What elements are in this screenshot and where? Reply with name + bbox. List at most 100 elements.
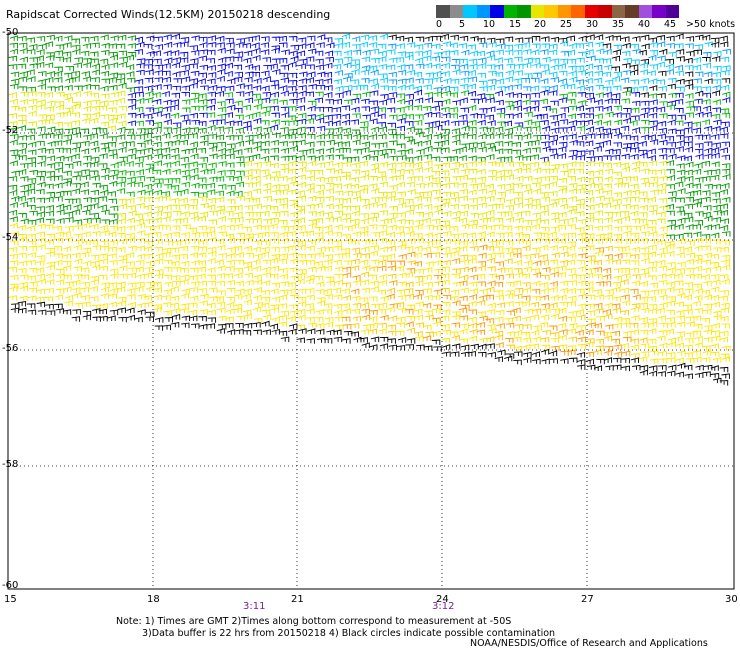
wind-barb	[207, 317, 217, 323]
wind-barb	[270, 155, 279, 161]
wind-barb	[182, 224, 191, 230]
wind-barb	[575, 141, 585, 147]
wind-barb	[324, 254, 333, 260]
wind-barb	[369, 309, 378, 316]
wind-barb	[675, 357, 684, 364]
wind-barb	[612, 85, 622, 91]
wind-barb	[180, 267, 189, 274]
wind-barb	[379, 273, 388, 280]
wind-barb	[109, 205, 119, 212]
wind-barb	[559, 280, 569, 287]
wind-barb	[441, 63, 450, 69]
wind-barb	[622, 42, 631, 49]
wind-barb	[684, 344, 693, 351]
wind-barb	[486, 84, 496, 91]
wind-barb	[720, 290, 730, 296]
wind-barb	[316, 42, 325, 48]
wind-barb	[722, 91, 731, 98]
wind-barb	[720, 246, 729, 253]
wind-barb	[575, 168, 585, 175]
wind-barb	[515, 238, 524, 244]
wind-barb	[253, 224, 262, 230]
wind-barb	[235, 216, 244, 223]
wind-barb	[648, 328, 657, 334]
wind-barb	[126, 225, 136, 231]
wind-barb	[512, 337, 522, 343]
wind-barb	[712, 216, 721, 223]
wind-barb	[557, 152, 567, 159]
wind-barb	[557, 112, 566, 119]
wind-barb	[441, 71, 450, 77]
wind-barb	[351, 129, 361, 135]
wind-barb	[243, 84, 253, 90]
wind-barb	[361, 203, 371, 210]
wind-barb	[611, 128, 620, 134]
wind-barb	[89, 170, 99, 176]
wind-barb	[53, 245, 62, 252]
wind-barb	[433, 259, 443, 266]
wind-barb	[315, 154, 324, 161]
wind-barb	[29, 169, 38, 176]
wind-barb	[585, 216, 595, 223]
wind-barb	[479, 315, 488, 322]
wind-barb	[226, 280, 235, 286]
wind-barb	[119, 265, 128, 271]
wind-barb	[621, 299, 631, 306]
wind-barb	[37, 161, 46, 167]
wind-barb	[225, 316, 234, 322]
wind-barb	[630, 147, 640, 153]
wind-barb	[145, 120, 154, 126]
wind-barb	[577, 92, 587, 98]
wind-barb	[44, 296, 53, 302]
wind-barb	[695, 34, 704, 41]
wind-barb	[631, 127, 641, 133]
wind-barb	[289, 91, 298, 98]
wind-barb	[576, 150, 586, 156]
wind-barb	[659, 101, 668, 107]
wind-barb	[190, 127, 199, 133]
wind-barb	[197, 266, 206, 273]
wind-barb	[244, 63, 254, 70]
wind-barb	[55, 308, 65, 314]
wind-barb	[253, 287, 262, 293]
wind-barb	[154, 205, 163, 212]
wind-barb	[433, 91, 442, 97]
wind-barb	[396, 231, 405, 237]
wind-barb	[557, 272, 566, 278]
wind-barb	[667, 337, 676, 344]
wind-barb	[180, 36, 190, 43]
wind-barb	[54, 294, 63, 300]
wind-barb	[398, 78, 407, 85]
wind-barb	[296, 190, 305, 196]
wind-barb	[611, 330, 620, 337]
wind-barb	[621, 50, 631, 57]
wind-barb	[233, 76, 243, 83]
wind-barb	[701, 289, 711, 296]
wind-barb	[271, 170, 281, 177]
wind-barb	[116, 134, 126, 140]
wind-barb	[153, 189, 162, 196]
wind-barb	[215, 209, 225, 215]
wind-barb	[107, 315, 116, 321]
wind-barb	[432, 308, 441, 314]
wind-barb	[269, 98, 279, 105]
wind-barb	[351, 162, 361, 168]
wind-barb	[585, 245, 595, 251]
wind-barb	[694, 372, 704, 378]
wind-barb	[587, 268, 596, 274]
wind-barb	[378, 224, 388, 231]
wind-barb	[468, 58, 478, 65]
wind-barb	[576, 57, 585, 64]
wind-barb	[335, 92, 344, 99]
wind-barb	[603, 64, 613, 71]
wind-barb	[629, 135, 639, 141]
wind-barb	[468, 127, 477, 133]
wind-barb	[702, 105, 712, 112]
wind-barb	[585, 233, 595, 239]
wind-barb	[92, 127, 101, 133]
wind-barb	[467, 83, 476, 90]
wind-barb	[307, 71, 316, 78]
wind-barb	[638, 85, 648, 92]
wind-barb	[287, 115, 297, 121]
wind-barb	[713, 50, 722, 57]
